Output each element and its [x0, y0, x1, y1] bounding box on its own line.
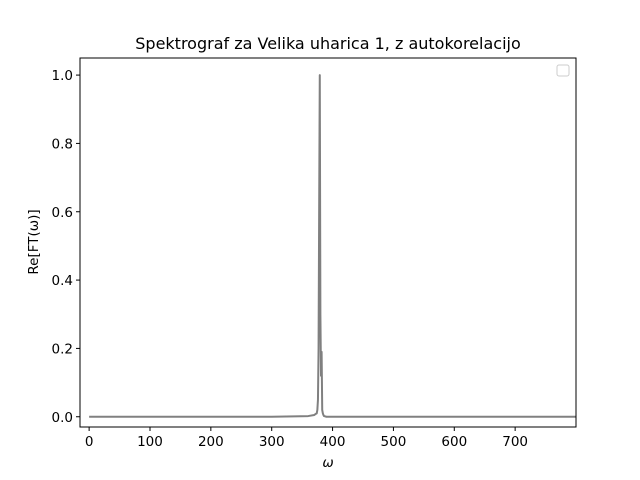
y-axis-label: Re[FT(ω)] — [26, 209, 42, 274]
legend-box — [556, 64, 570, 77]
y-tick-label: 0.6 — [52, 205, 73, 221]
x-tick-label: 400 — [320, 434, 346, 450]
series-line-0 — [89, 74, 576, 418]
axis-ticks: 0 100 200 300 400 500 600 700 0.0 0.2 0.4 0.6 0.8 1.0 — [52, 68, 529, 450]
x-axis-label: ω — [322, 455, 333, 471]
y-tick-label: 1.0 — [52, 68, 73, 84]
x-tick-label: 600 — [441, 434, 467, 450]
x-tick-label: 300 — [259, 434, 285, 450]
y-tick-label: 0.8 — [52, 136, 73, 152]
x-tick-label: 0 — [85, 434, 94, 450]
y-tick-label: 0.0 — [52, 410, 73, 426]
x-tick-label: 100 — [137, 434, 163, 450]
plot-area — [89, 74, 576, 418]
plot-frame — [79, 57, 577, 428]
x-tick-label: 700 — [502, 434, 528, 450]
x-tick-label: 200 — [198, 434, 224, 450]
chart-title: Spektrograf za Velika uharica 1, z autok… — [135, 34, 521, 53]
y-tick-label: 0.4 — [52, 273, 73, 289]
y-tick-label: 0.2 — [52, 341, 73, 357]
x-tick-label: 500 — [381, 434, 407, 450]
